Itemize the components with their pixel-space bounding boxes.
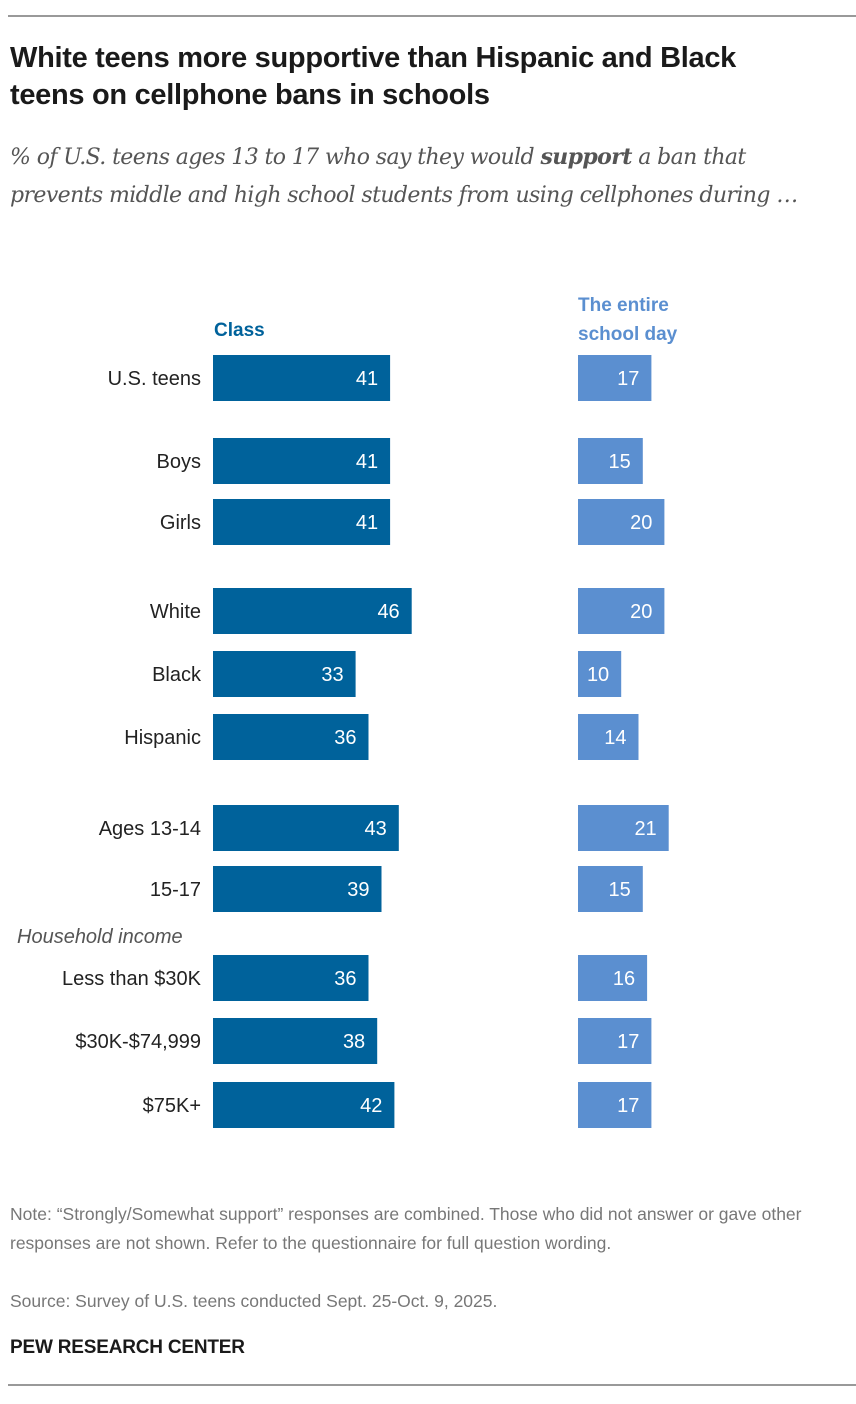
category-label: Ages 13-14	[99, 818, 201, 840]
chart-source: Source: Survey of U.S. teens conducted S…	[10, 1291, 498, 1311]
data-label: 36	[334, 727, 356, 749]
bar-school-day	[578, 1082, 652, 1128]
bar-school-day	[578, 499, 665, 545]
data-label: 16	[613, 968, 635, 990]
bar-school-day	[578, 588, 665, 634]
bar-school-day	[578, 955, 648, 1001]
data-label: 41	[356, 368, 378, 390]
column-header-school-day: The entire school day	[578, 291, 677, 349]
column-header-school-day-line-1: The entire	[578, 295, 669, 316]
category-label: Less than $30K	[62, 968, 202, 990]
data-label: 21	[634, 818, 656, 840]
chart-note: Note: “Strongly/Somewhat support” respon…	[10, 1204, 802, 1253]
bar-school-day	[578, 805, 669, 851]
bar-class	[213, 1082, 395, 1128]
bar-school-day	[578, 866, 643, 912]
bar-school-day	[578, 355, 652, 401]
subtitle-emphasis: support	[540, 144, 632, 170]
bar-school-day	[578, 651, 622, 697]
chart-title: White teens more supportive than Hispani…	[10, 42, 736, 111]
data-label: 42	[360, 1095, 382, 1117]
category-label: Hispanic	[124, 727, 201, 749]
data-label: 39	[347, 879, 369, 901]
bar-class	[213, 805, 399, 851]
data-label: 17	[617, 1031, 639, 1053]
bar-class	[213, 499, 391, 545]
data-label: 41	[356, 512, 378, 534]
data-label: 10	[587, 664, 609, 686]
bar-school-day	[578, 438, 643, 484]
data-label: 17	[617, 1095, 639, 1117]
data-label: 15	[609, 879, 631, 901]
bar-class	[213, 438, 391, 484]
brand-logo-text: PEW RESEARCH CENTER	[10, 1337, 245, 1358]
data-label: 20	[630, 601, 652, 623]
bar-class	[213, 651, 356, 697]
data-label: 38	[343, 1031, 365, 1053]
category-label: Boys	[157, 451, 201, 473]
category-label: Black	[152, 664, 202, 686]
bar-class	[213, 355, 391, 401]
bar-class	[213, 1018, 378, 1064]
top-rule	[8, 15, 856, 17]
subtitle-pre: % of U.S. teens ages 13 to 17 who say th…	[10, 145, 541, 170]
data-label: 33	[321, 664, 343, 686]
column-header-school-day-line-2: school day	[578, 324, 678, 345]
bar-class	[213, 866, 382, 912]
category-label: White	[150, 601, 201, 623]
data-label: 41	[356, 451, 378, 473]
data-label: 46	[377, 601, 399, 623]
bar-class	[213, 588, 412, 634]
bar-school-day	[578, 714, 639, 760]
category-label: $75K+	[143, 1095, 201, 1117]
data-label: 14	[604, 727, 626, 749]
bar-school-day	[578, 1018, 652, 1064]
data-label: 17	[617, 368, 639, 390]
data-label: 15	[609, 451, 631, 473]
data-label: 36	[334, 968, 356, 990]
category-label: $30K-$74,999	[75, 1031, 201, 1053]
bar-class	[213, 714, 369, 760]
subtitle-post: a ban that prevents middle and high scho…	[10, 145, 798, 208]
data-label: 20	[630, 512, 652, 534]
category-label: Girls	[160, 512, 201, 534]
bottom-rule	[8, 1384, 856, 1386]
data-label: 43	[365, 818, 387, 840]
column-header-class-line: Class	[214, 320, 265, 341]
category-label: U.S. teens	[108, 368, 201, 390]
bar-class	[213, 955, 369, 1001]
group-label: Household income	[17, 926, 183, 948]
column-header-class: Class	[214, 316, 265, 345]
category-label: 15-17	[150, 879, 201, 901]
chart-subtitle: % of U.S. teens ages 13 to 17 who say th…	[10, 138, 830, 215]
